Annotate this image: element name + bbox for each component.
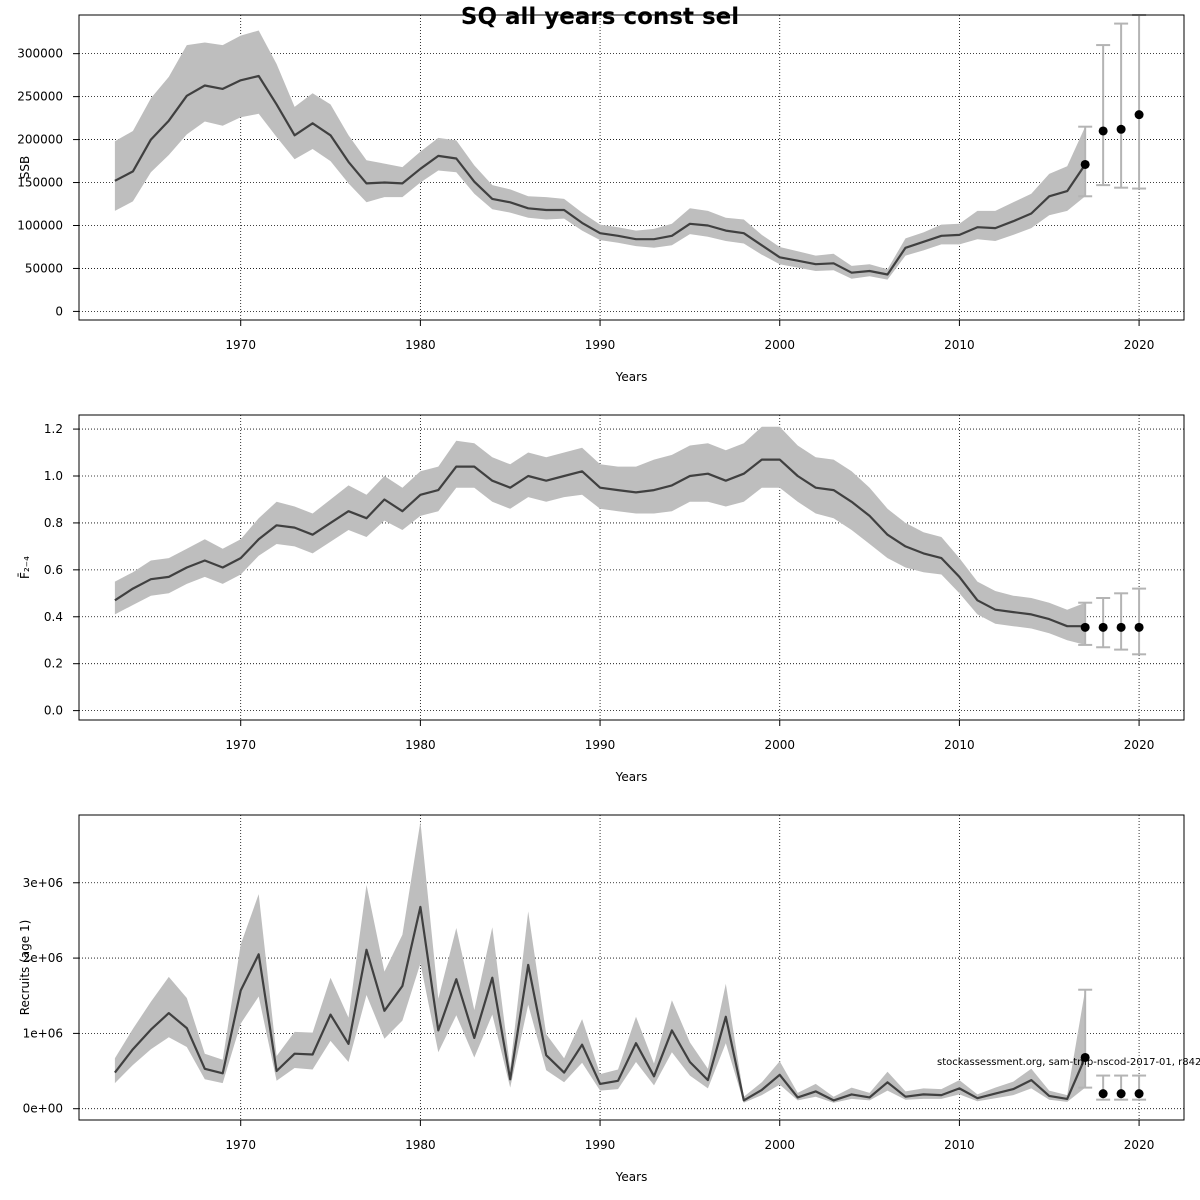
x-tick-label: 1980 xyxy=(405,338,436,352)
y-axis-label: SSB xyxy=(18,156,32,179)
y-tick-label: 0 xyxy=(55,304,63,318)
y-tick-label: 2e+06 xyxy=(23,951,63,965)
credit-text: stockassessment.org, sam-tmp-nscod-2017-… xyxy=(937,1057,1200,1068)
y-tick-label: 1.2 xyxy=(44,422,63,436)
x-tick-label: 1980 xyxy=(405,738,436,752)
fbar-estimate-line xyxy=(114,458,1086,628)
ssb-confidence-band xyxy=(114,30,1086,280)
forecast-point xyxy=(1116,1089,1126,1099)
forecast-point xyxy=(1134,622,1144,632)
x-tick-label: 2010 xyxy=(944,1138,975,1152)
fbar-confidence-band xyxy=(114,426,1086,645)
y-tick-label: 0e+00 xyxy=(23,1102,63,1116)
chart-title: SQ all years const sel xyxy=(461,4,739,30)
ssb-estimate-line xyxy=(114,74,1087,276)
x-tick-label: 2010 xyxy=(944,338,975,352)
forecast-point xyxy=(1080,159,1090,169)
y-tick-label: 200000 xyxy=(17,133,63,147)
x-tick-label: 2020 xyxy=(1124,738,1155,752)
plot-frame xyxy=(78,14,1185,321)
forecast-point xyxy=(1134,110,1144,120)
recruits-confidence-band xyxy=(114,821,1086,1103)
y-tick-label: 0.2 xyxy=(44,657,63,671)
x-tick-label: 2000 xyxy=(764,738,795,752)
forecast-point xyxy=(1098,1089,1108,1099)
x-tick-label: 2020 xyxy=(1124,1138,1155,1152)
y-tick-label: 1.0 xyxy=(44,469,63,483)
y-tick-label: 1e+06 xyxy=(23,1026,63,1040)
recruits-estimate-line xyxy=(114,905,1087,1102)
forecast-point xyxy=(1116,124,1126,134)
forecast-point xyxy=(1134,1089,1144,1099)
forecast-point xyxy=(1080,1052,1090,1062)
y-tick-label: 50000 xyxy=(25,261,63,275)
x-tick-label: 1990 xyxy=(585,338,616,352)
panel-ssb: 1970 1980 1990 2000 2010 2020 0 50000 100000 1500… xyxy=(17,14,1185,384)
y-tick-label: 300000 xyxy=(17,47,63,61)
y-axis-label: Recruits (age 1) xyxy=(18,920,32,1016)
x-tick-label: 2000 xyxy=(764,1138,795,1152)
forecast-point xyxy=(1098,622,1108,632)
forecast-point xyxy=(1080,622,1090,632)
panel-fbar: 1970 1980 1990 2000 2010 2020 0.0 0.2 0.4 0.6 0.8 1… xyxy=(18,414,1185,784)
x-tick-label: 1990 xyxy=(585,738,616,752)
x-tick-label: 1970 xyxy=(225,738,256,752)
y-tick-label: 3e+06 xyxy=(23,876,63,890)
x-axis-label: Years xyxy=(615,1170,648,1184)
panel-recruits: 1970 1980 1990 2000 2010 2020 0e+00 1e+06 2e+06 3… xyxy=(18,814,1185,1184)
y-tick-label: 0.4 xyxy=(44,610,63,624)
plot-frame xyxy=(78,414,1185,721)
x-tick-label: 1990 xyxy=(585,1138,616,1152)
x-tick-label: 1980 xyxy=(405,1138,436,1152)
x-tick-label: 2000 xyxy=(764,338,795,352)
y-axis-label: F̄₂₋₄ xyxy=(18,556,32,579)
y-tick-label: 100000 xyxy=(17,218,63,232)
plot-frame xyxy=(78,814,1185,1121)
x-tick-label: 2020 xyxy=(1124,338,1155,352)
y-tick-label: 0.0 xyxy=(44,704,63,718)
x-tick-label: 2010 xyxy=(944,738,975,752)
y-tick-label: 0.6 xyxy=(44,563,63,577)
y-tick-label: 150000 xyxy=(17,176,63,190)
y-tick-label: 0.8 xyxy=(44,516,63,530)
x-axis-label: Years xyxy=(615,770,648,784)
x-tick-label: 1970 xyxy=(225,1138,256,1152)
forecast-point xyxy=(1098,126,1108,136)
y-tick-label: 250000 xyxy=(17,90,63,104)
forecast-point xyxy=(1116,622,1126,632)
x-tick-label: 1970 xyxy=(225,338,256,352)
x-axis-label: Years xyxy=(615,370,648,384)
